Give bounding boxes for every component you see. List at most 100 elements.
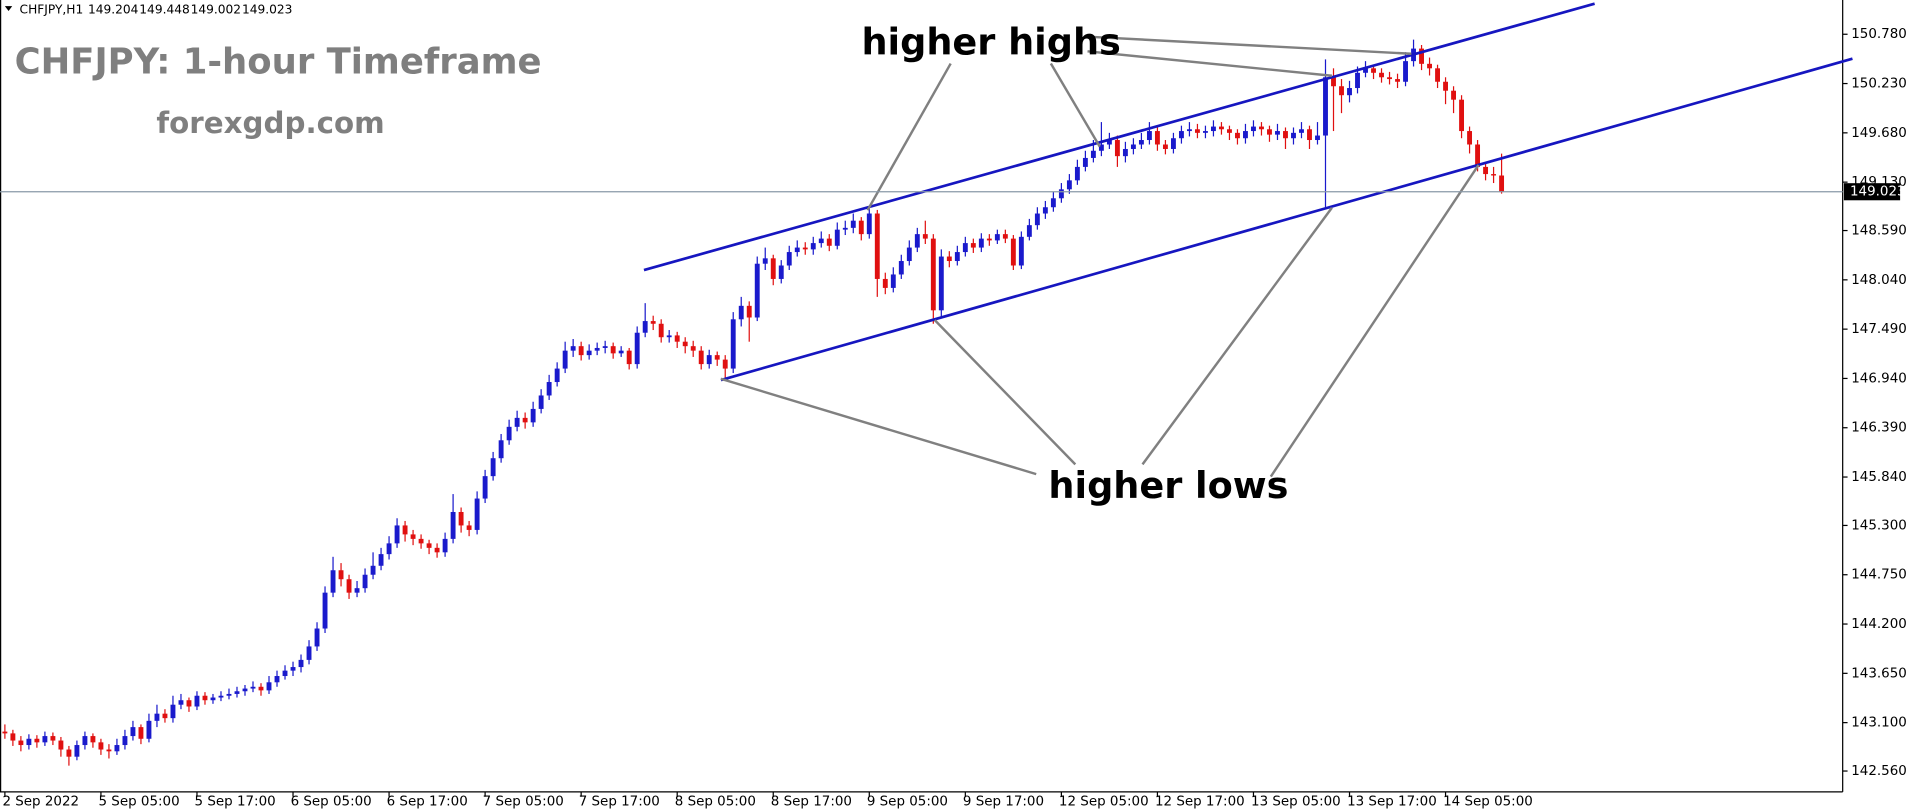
candle-body [834, 229, 840, 246]
candle-body [498, 440, 504, 459]
x-tick-label: 5 Sep 05:00 [98, 795, 179, 810]
candle-body [362, 574, 368, 589]
candle-body [1427, 63, 1432, 69]
candle-body [850, 220, 856, 228]
y-tick-label: 143.650 [1851, 666, 1907, 681]
candle-body [290, 667, 296, 671]
candle-body [554, 368, 560, 383]
candle-body [714, 355, 720, 360]
candle-body [802, 247, 808, 250]
candle-body [314, 628, 320, 647]
candle-body [1219, 126, 1224, 130]
candle-body [66, 749, 72, 757]
candle-body [1459, 99, 1465, 132]
ohlc-open: 149.204 [88, 2, 139, 16]
candle-body [386, 543, 392, 555]
candle-body [610, 346, 616, 354]
candle-body [514, 417, 520, 427]
candle-body [1283, 131, 1288, 139]
candle-body [202, 695, 208, 701]
candle-body [90, 736, 96, 743]
candle-body [194, 695, 200, 707]
candle-body [226, 693, 232, 696]
candle-body [1074, 166, 1080, 181]
candle-body [1235, 132, 1240, 139]
y-tick-label: 146.390 [1851, 421, 1907, 436]
candle-body [1371, 68, 1376, 73]
candle-body [1363, 68, 1368, 73]
candle-body [730, 319, 736, 369]
candle-body [242, 688, 248, 692]
candle-body [82, 736, 88, 746]
candle-body [1347, 88, 1352, 96]
candle-body [754, 263, 760, 318]
candle-body [1227, 129, 1232, 133]
channel-line [720, 57, 1853, 382]
candle-body [1403, 61, 1408, 82]
candle-body [1058, 189, 1064, 199]
y-tick-label: 148.590 [1851, 224, 1907, 239]
candle-body [1106, 140, 1112, 145]
candle-body [1395, 79, 1400, 82]
candle-body [162, 713, 168, 719]
candle-body [1491, 174, 1497, 176]
candle-body [930, 238, 936, 311]
candle-body [914, 234, 920, 248]
candle-body [1211, 126, 1216, 132]
candle-body [1243, 131, 1248, 139]
candle-body [402, 525, 408, 535]
y-tick-label: 142.560 [1851, 764, 1907, 779]
candle-body [506, 426, 512, 441]
x-tick-label: 2 Sep 2022 [2, 795, 79, 810]
candle-body [210, 697, 216, 701]
candle-body [722, 359, 728, 369]
candle-body [682, 341, 688, 347]
candle-body [866, 213, 872, 235]
candle-body [858, 220, 864, 235]
candle-body [938, 256, 944, 311]
candle-body [250, 686, 256, 689]
x-tick-label: 9 Sep 17:00 [963, 795, 1044, 810]
candle-body [650, 321, 656, 324]
candle-body [346, 579, 352, 593]
candle-body [810, 243, 816, 250]
pointer-line [1269, 164, 1480, 478]
y-tick-label: 149.680 [1851, 126, 1907, 141]
x-tick-label: 12 Sep 05:00 [1059, 795, 1149, 810]
candle-body [442, 538, 448, 553]
candle-body [1066, 180, 1072, 190]
pointer-line [1049, 62, 1101, 148]
candle-body [634, 332, 640, 365]
candle-body [450, 511, 456, 539]
y-tick-label: 147.490 [1851, 322, 1907, 337]
candle-body [114, 745, 120, 752]
candle-body [330, 570, 336, 593]
candle-body [1130, 144, 1136, 149]
y-tick-label: 150.230 [1851, 77, 1907, 92]
candle-body [1042, 207, 1048, 214]
candle-body [1098, 144, 1104, 151]
candle-body [10, 733, 16, 741]
candle-body [26, 738, 32, 746]
candle-body [218, 695, 224, 698]
x-tick-label: 14 Sep 05:00 [1443, 795, 1533, 810]
candle-body [786, 252, 792, 266]
candle-body [1387, 77, 1392, 80]
candle-body [458, 511, 464, 526]
candle-body [1090, 150, 1096, 158]
menu-arrow [4, 6, 13, 12]
candle-body [418, 538, 424, 544]
candle-body [1114, 140, 1120, 157]
candle-body [1435, 68, 1440, 82]
candle-body [2, 731, 8, 734]
candle-body [1026, 225, 1032, 237]
candle-body [530, 408, 536, 423]
candle-body [1451, 90, 1457, 100]
x-tick-label: 7 Sep 17:00 [579, 795, 660, 810]
channel-line [643, 2, 1595, 272]
candle-body [602, 346, 608, 348]
pointer-line [720, 377, 1037, 476]
y-tick-label: 145.840 [1851, 470, 1907, 485]
candle-body [1331, 77, 1336, 87]
